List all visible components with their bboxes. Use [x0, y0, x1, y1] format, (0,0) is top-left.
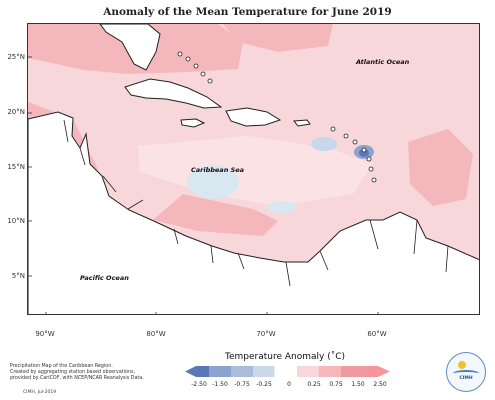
grid-ticks [28, 56, 379, 314]
legend-tick-1: -1.50 [212, 381, 228, 388]
warm-anomaly-north-atlantic [223, 24, 333, 52]
lat-label-10: 10°N [7, 217, 25, 225]
map-title: Anomaly of the Mean Temperature for June… [103, 6, 392, 18]
legend-tick-2: -0.75 [234, 381, 250, 388]
pacific-ocean-label: Pacific Ocean [80, 274, 129, 282]
cool-core [359, 149, 369, 157]
footer-line-3: provided by CariCOF, with NCEP/NCAR Rean… [10, 376, 144, 381]
legend-tick-3: -0.25 [256, 381, 272, 388]
legend-tick-0: -2.50 [191, 381, 207, 388]
atlantic-ocean-label: Atlantic Ocean [356, 58, 410, 66]
cimh-date-note: CIMH, Jul-2019 [23, 390, 57, 395]
legend-swatch-1 [209, 366, 231, 377]
florida-landmass [99, 24, 161, 71]
lon-label-90: 90°W [35, 330, 55, 338]
central-america-land [28, 111, 479, 314]
legend-tick-6: 0.75 [329, 381, 343, 388]
national-borders [63, 119, 449, 287]
wave-icon [453, 370, 479, 377]
legend-swatch-7 [341, 366, 363, 377]
cool-patch-south [267, 201, 297, 213]
map-svg [28, 24, 479, 314]
footer-line-2: Created by aggregating station based obs… [10, 370, 136, 375]
lat-label-20: 20°N [7, 108, 25, 116]
cool-patch-east [311, 137, 337, 151]
lon-label-80: 80°W [146, 330, 166, 338]
legend-swatch-0 [185, 366, 209, 377]
puerto-rico-island [293, 119, 311, 127]
legend-tick-5: 0.25 [307, 381, 321, 388]
legend-swatch-8 [363, 366, 390, 377]
cimh-logo-text: CIMH [459, 376, 473, 381]
warm-anomaly-south-central [153, 194, 278, 236]
anomaly-map: Atlantic Ocean Caribbean Sea Pacific Oce… [27, 23, 480, 315]
warm-anomaly-east [408, 129, 473, 206]
sun-icon [458, 361, 466, 369]
legend-tick-7: 1.50 [351, 381, 365, 388]
cuba-island [124, 78, 223, 109]
legend-swatch-5 [297, 366, 319, 377]
data-source-note: Precipitation Map of the Caribbean Regio… [10, 364, 160, 382]
jamaica-island [180, 118, 206, 128]
lon-label-70: 70°W [256, 330, 276, 338]
hispaniola-island [225, 107, 282, 127]
lat-label-15: 15°N [7, 163, 25, 171]
caribbean-sea-label: Caribbean Sea [191, 166, 245, 174]
footer-line-1: Precipitation Map of the Caribbean Regio… [10, 364, 113, 369]
caribbean-cool-patch [187, 165, 239, 199]
legend-title: Temperature Anomaly (˚C) [224, 352, 345, 362]
legend-swatch-3 [253, 366, 275, 377]
cimh-logo: CIMH [446, 352, 486, 392]
legend-tick-4: 0 [287, 381, 291, 388]
legend-swatch-4 [274, 366, 298, 377]
lat-label-5: 5°N [11, 272, 25, 280]
small-islands [177, 51, 377, 183]
lon-label-60: 60°W [367, 330, 387, 338]
legend-swatch-6 [319, 366, 341, 377]
temperature-colorbar [185, 366, 390, 377]
lat-label-25: 25°N [7, 53, 25, 61]
legend-swatch-2 [231, 366, 253, 377]
legend-tick-8: 2.50 [373, 381, 387, 388]
